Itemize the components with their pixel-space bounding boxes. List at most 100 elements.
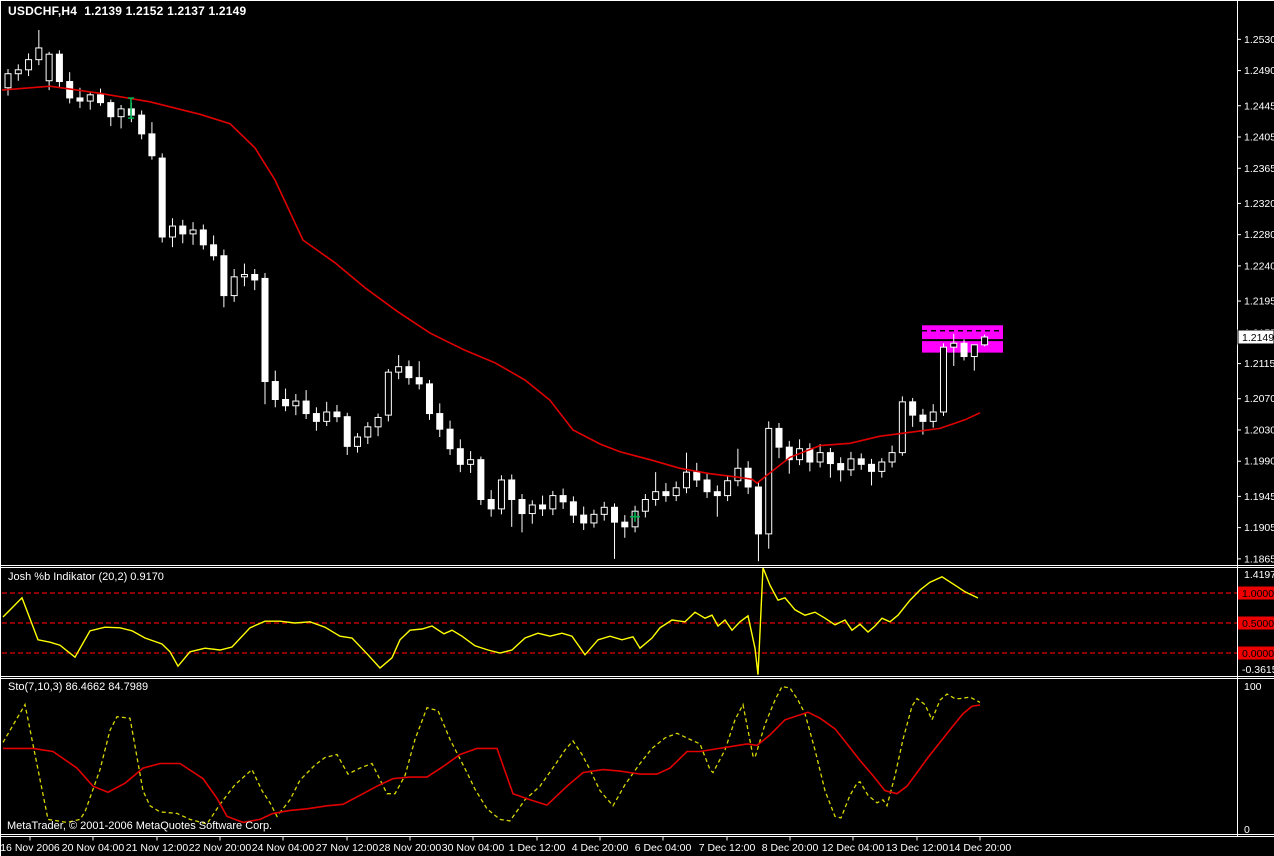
- price-axis-label: 1.1905: [1244, 522, 1274, 534]
- level-box: [1238, 586, 1274, 600]
- bb-line: [2, 567, 979, 675]
- bb-min-label: -0.3615: [1242, 664, 1274, 676]
- level-box: [1238, 616, 1274, 630]
- candle-body-bull: [86, 94, 94, 102]
- candle-body-bear: [837, 463, 845, 471]
- candle-body-bull: [45, 53, 53, 82]
- candle-body-bull: [981, 336, 989, 346]
- time-axis-label: 20 Nov 04:00: [62, 842, 125, 854]
- time-axis-label: 30 Nov 04:00: [442, 842, 505, 854]
- price-axis-label: 1.1945: [1244, 491, 1274, 503]
- candle-body-bull: [878, 461, 886, 472]
- candle-body-bear: [220, 255, 228, 297]
- chart-title: USDCHF,H4 1.2139 1.2152 1.2137 1.2149: [8, 4, 247, 18]
- price-axis-label: 1.2070: [1244, 393, 1274, 405]
- candle-body-bull: [230, 276, 238, 297]
- price-axis-label: 1.2115: [1244, 358, 1274, 370]
- candle-body-bear: [919, 414, 927, 422]
- candle-body-bear: [333, 411, 341, 418]
- candle-body-bull: [898, 401, 906, 454]
- level-box-label: 1.0000: [1242, 588, 1274, 600]
- time-axis-label: 16 Nov 2006: [0, 842, 60, 854]
- candle-body-bear: [179, 225, 187, 235]
- candle-body-bull: [395, 366, 403, 373]
- candle-body-bull: [970, 344, 978, 358]
- candle-body-bull: [672, 487, 680, 497]
- candle-body-bear: [55, 53, 63, 83]
- candle-body-bear: [425, 383, 433, 415]
- candle-body-bear: [405, 366, 413, 379]
- candle-body-bear: [754, 486, 762, 535]
- candle-body-bear: [960, 342, 968, 358]
- candle-body-bear: [415, 377, 423, 385]
- time-axis-label: 14 Dec 20:00: [949, 842, 1012, 854]
- time-axis-label: 28 Nov 20:00: [379, 842, 442, 854]
- candle-body-bear: [302, 400, 310, 415]
- candle-body-bear: [693, 471, 701, 481]
- candle-body-bull: [364, 426, 372, 438]
- candle-body-bull: [590, 513, 598, 524]
- time-axis: 16 Nov 2006 20 Nov 04:00 21 Nov 12:00 22 No…: [0, 836, 1012, 854]
- price-axis-label: 1.2490: [1244, 65, 1274, 77]
- candle-body-bear: [559, 495, 567, 503]
- bb-max-label: 1.4197: [1244, 569, 1274, 581]
- candle-body-bear: [611, 506, 619, 523]
- price-axis-label: 1.2030: [1244, 424, 1274, 436]
- candle-body-bull: [950, 342, 958, 348]
- candle-body-bear: [857, 458, 865, 465]
- sto-max-label: 100: [1244, 681, 1262, 693]
- candle-body-bear: [456, 448, 464, 465]
- price-axis-label: 1.2365: [1244, 163, 1274, 175]
- candle-body-bull: [929, 411, 937, 422]
- candle-body-bull: [292, 400, 300, 407]
- candle-body-bear: [107, 102, 115, 118]
- candle-body-bull: [847, 458, 855, 471]
- candle-body-bull: [765, 427, 773, 535]
- candle-body-bull: [600, 506, 608, 515]
- candles-layer: [4, 29, 989, 562]
- candle-body-bull: [734, 467, 742, 482]
- ma-line: [1, 85, 981, 485]
- time-axis-label: 22 Nov 20:00: [189, 842, 252, 854]
- bb-indicator-panel: 1.0000 0.5000 0.0000 1.4197 -0.3615: [2, 567, 1274, 676]
- candle-body-bull: [497, 479, 505, 510]
- green-tick-vertical-marker: [128, 97, 134, 119]
- candle-body-bear: [785, 446, 793, 461]
- candle-body-bull: [374, 416, 382, 428]
- candle-body-bull: [189, 229, 197, 235]
- candle-body-bull: [467, 459, 475, 465]
- price-axis-label: 1.2530: [1244, 34, 1274, 46]
- time-axis-label: 8 Dec 20:00: [762, 842, 819, 854]
- candle-body-bull: [117, 108, 125, 118]
- time-axis-label: 21 Nov 12:00: [126, 842, 189, 854]
- main-price-panel: [1, 29, 1003, 562]
- current-price-label: 1.2149: [1242, 332, 1274, 344]
- copyright-text: MetaTrader, © 2001-2006 MetaQuotes Softw…: [7, 820, 273, 832]
- candle-body-bear: [662, 491, 670, 497]
- sto-k-line: [2, 685, 981, 825]
- candle-body-bear: [508, 479, 516, 500]
- candle-body-bear: [713, 491, 721, 497]
- candle-body-bear: [909, 401, 917, 416]
- sto-indicator-panel: 100 0: [2, 681, 1262, 836]
- candle-body-bear: [343, 416, 351, 447]
- candle-body-bear: [76, 97, 84, 102]
- time-axis-label: 24 Nov 04:00: [252, 842, 315, 854]
- candle-body-bear: [569, 501, 577, 516]
- candle-body-bull: [354, 436, 362, 447]
- time-axis-label: 4 Dec 20:00: [572, 842, 629, 854]
- candle-body-bull: [14, 69, 22, 75]
- candle-body-bear: [436, 413, 444, 430]
- price-axis-label: 1.1865: [1244, 553, 1274, 565]
- candle-body-bear: [148, 133, 156, 157]
- candle-body-bear: [251, 274, 259, 281]
- candle-body-bear: [868, 463, 876, 472]
- candle-body-bear: [446, 428, 454, 450]
- price-axis-label: 1.2405: [1244, 132, 1274, 144]
- candle-body-bull: [682, 471, 690, 489]
- time-axis-label: 27 Nov 12:00: [316, 842, 379, 854]
- time-axis-label: 1 Dec 12:00: [509, 842, 566, 854]
- candle-body-bull: [25, 59, 33, 71]
